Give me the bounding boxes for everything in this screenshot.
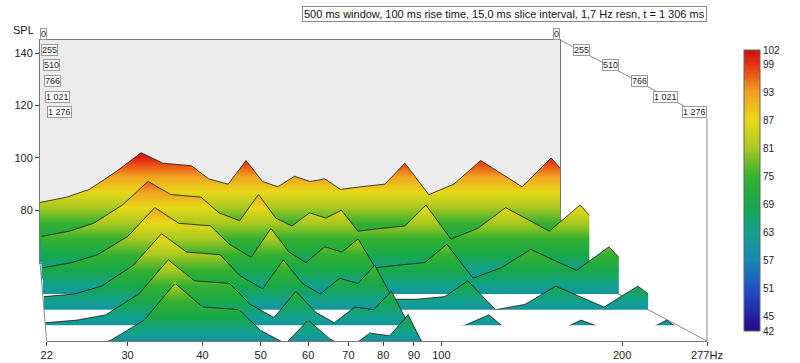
svg-text:120: 120 xyxy=(14,99,32,111)
svg-text:1 021: 1 021 xyxy=(46,92,69,102)
svg-text:42: 42 xyxy=(763,326,775,337)
svg-text:102: 102 xyxy=(763,45,780,56)
svg-text:100: 100 xyxy=(14,152,32,164)
svg-text:90: 90 xyxy=(408,349,420,361)
svg-text:0: 0 xyxy=(554,29,559,39)
svg-text:80: 80 xyxy=(377,349,389,361)
svg-text:51: 51 xyxy=(763,283,775,294)
svg-text:SPL: SPL xyxy=(13,24,34,36)
svg-text:22: 22 xyxy=(41,349,53,361)
svg-text:81: 81 xyxy=(763,143,775,154)
svg-text:57: 57 xyxy=(763,255,775,266)
svg-text:766: 766 xyxy=(45,76,60,86)
svg-text:1 276: 1 276 xyxy=(683,107,706,117)
svg-text:69: 69 xyxy=(763,199,775,210)
svg-text:63: 63 xyxy=(763,227,775,238)
svg-text:766: 766 xyxy=(632,76,647,86)
svg-text:100: 100 xyxy=(432,349,450,361)
svg-text:80: 80 xyxy=(21,204,33,216)
svg-text:200: 200 xyxy=(613,349,631,361)
svg-text:510: 510 xyxy=(603,60,618,70)
svg-text:30: 30 xyxy=(121,349,133,361)
svg-text:1 021: 1 021 xyxy=(654,92,677,102)
svg-text:510: 510 xyxy=(44,60,59,70)
svg-text:75: 75 xyxy=(763,171,775,182)
svg-text:255: 255 xyxy=(574,45,589,55)
svg-text:0: 0 xyxy=(41,29,46,39)
svg-text:45: 45 xyxy=(763,311,775,322)
svg-text:277Hz: 277Hz xyxy=(691,349,723,361)
svg-text:1 276: 1 276 xyxy=(48,107,71,117)
svg-text:500 ms window, 100 ms rise tim: 500 ms window, 100 ms rise time, 15,0 ms… xyxy=(304,8,705,20)
svg-text:87: 87 xyxy=(763,115,775,126)
svg-text:60: 60 xyxy=(302,349,314,361)
svg-text:50: 50 xyxy=(255,349,267,361)
svg-text:93: 93 xyxy=(763,87,775,98)
svg-text:255: 255 xyxy=(42,45,57,55)
svg-text:40: 40 xyxy=(196,349,208,361)
svg-text:99: 99 xyxy=(763,59,775,70)
svg-text:140: 140 xyxy=(14,47,32,59)
svg-text:70: 70 xyxy=(342,349,354,361)
